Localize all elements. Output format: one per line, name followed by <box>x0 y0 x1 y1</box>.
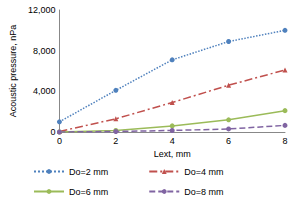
svg-text:0: 0 <box>57 136 62 146</box>
svg-text:Do=8 mm: Do=8 mm <box>184 187 223 197</box>
svg-text:0: 0 <box>50 127 55 137</box>
svg-text:Do=2 mm: Do=2 mm <box>69 167 108 177</box>
svg-text:8,000: 8,000 <box>33 46 56 56</box>
svg-text:2: 2 <box>113 136 118 146</box>
svg-text:6: 6 <box>226 136 231 146</box>
svg-text:Lext, mm: Lext, mm <box>154 149 191 159</box>
svg-text:4: 4 <box>170 136 175 146</box>
svg-text:8: 8 <box>282 136 287 146</box>
svg-text:Do=4 mm: Do=4 mm <box>184 167 223 177</box>
svg-text:12,000: 12,000 <box>28 5 56 15</box>
svg-text:4,000: 4,000 <box>33 86 56 96</box>
svg-text:Acoustic pressure, nPa: Acoustic pressure, nPa <box>8 25 18 118</box>
svg-text:Do=6 mm: Do=6 mm <box>69 187 108 197</box>
